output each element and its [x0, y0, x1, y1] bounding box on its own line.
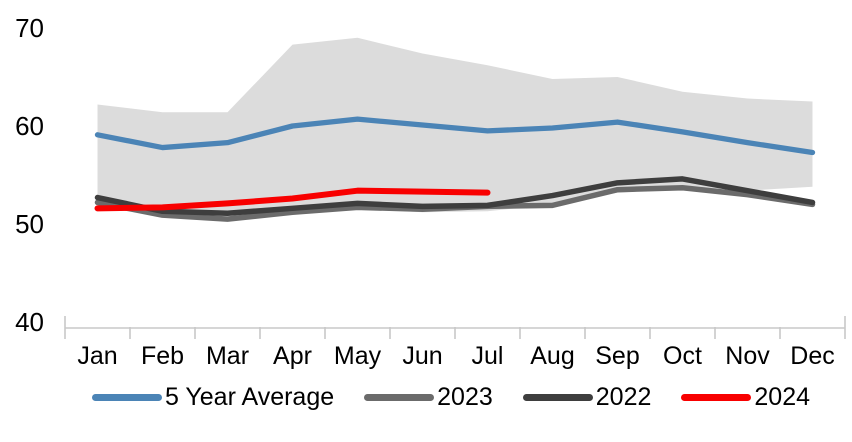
legend: 5 Year Average 2023 2022 2024 [92, 383, 810, 411]
legend-swatch-2024 [681, 393, 752, 401]
x-axis-label-aug: Aug [530, 342, 574, 370]
legend-item-2024: 2024 [681, 383, 810, 411]
legend-label-5-year-average: 5 Year Average [165, 383, 335, 411]
x-axis-label-apr: Apr [273, 342, 312, 370]
x-axis-label-oct: Oct [663, 342, 702, 370]
series-line-2022 [94, 176, 816, 216]
x-axis-label-dec: Dec [790, 342, 834, 370]
legend-label-2023: 2023 [437, 383, 493, 411]
y-axis-label-70: 70 [15, 13, 44, 43]
y-axis-label-50: 50 [15, 209, 44, 239]
x-axis-label-nov: Nov [725, 342, 770, 370]
x-axis [64, 316, 846, 339]
axis-labels-group: Jan Feb Mar Apr May Jun Jul Aug Sep Oct Nov Dec 40 50… [15, 13, 835, 370]
series-line-5-year-average [94, 116, 816, 156]
legend-item-2022: 2022 [522, 383, 652, 411]
x-axis-label-jun: Jun [402, 342, 442, 370]
series-group [94, 116, 816, 222]
x-axis-label-sep: Sep [595, 342, 639, 370]
legend-label-2022: 2022 [595, 383, 652, 411]
legend-item-2023: 2023 [364, 383, 493, 411]
legend-swatch-5-year-average [92, 393, 162, 401]
legend-swatch-2023 [364, 393, 435, 401]
x-axis-label-mar: Mar [206, 342, 249, 370]
y-axis-label-40: 40 [15, 307, 44, 337]
legend-swatch-2022 [522, 393, 593, 401]
y-axis-label-60: 60 [15, 111, 44, 141]
legend-label-2024: 2024 [754, 383, 811, 411]
legend-item-5-year-average: 5 Year Average [92, 383, 334, 411]
x-axis-label-jul: Jul [472, 342, 504, 370]
series-line-2024 [94, 187, 491, 212]
x-axis-label-feb: Feb [141, 342, 184, 370]
x-axis-label-may: May [334, 342, 382, 370]
x-axis-label-jan: Jan [77, 342, 117, 370]
